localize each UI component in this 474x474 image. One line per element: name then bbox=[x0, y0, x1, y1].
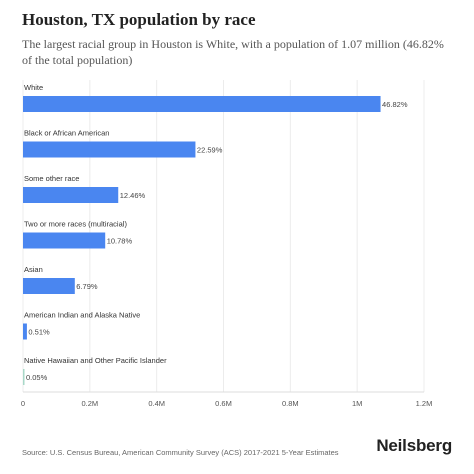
bar bbox=[23, 323, 27, 340]
category-label: Native Hawaiian and Other Pacific Island… bbox=[24, 356, 167, 365]
category-label: Black or African American bbox=[24, 129, 109, 138]
chart-title: Houston, TX population by race bbox=[22, 10, 256, 29]
data-label: 0.51% bbox=[28, 328, 50, 337]
chart-subtitle: The largest racial group in Houston is W… bbox=[22, 37, 444, 67]
data-label: 22.59% bbox=[197, 146, 223, 155]
brand-logo: Neilsberg bbox=[376, 436, 452, 455]
bar bbox=[23, 232, 106, 249]
bar bbox=[23, 141, 196, 158]
bar bbox=[23, 187, 119, 203]
category-label: Some other race bbox=[24, 174, 79, 183]
bar bbox=[23, 278, 75, 294]
data-label: 10.78% bbox=[107, 237, 133, 246]
x-tick-label: 0 bbox=[21, 399, 25, 408]
category-label: White bbox=[24, 83, 43, 92]
x-tick-label: 0.2M bbox=[81, 399, 98, 408]
category-label: Two or more races (multiracial) bbox=[24, 220, 127, 229]
data-label: 12.46% bbox=[120, 191, 146, 200]
x-tick-label: 1M bbox=[352, 399, 362, 408]
bar bbox=[23, 369, 25, 385]
x-tick-label: 0.4M bbox=[148, 399, 165, 408]
x-tick-label: 1.2M bbox=[416, 399, 433, 408]
source-note: Source: U.S. Census Bureau, American Com… bbox=[22, 448, 339, 457]
x-tick-label: 0.6M bbox=[215, 399, 232, 408]
data-label: 0.05% bbox=[26, 373, 48, 382]
bar bbox=[23, 96, 381, 112]
category-label: American Indian and Alaska Native bbox=[24, 311, 140, 320]
x-tick-label: 0.8M bbox=[282, 399, 299, 408]
data-label: 6.79% bbox=[76, 282, 98, 291]
category-label: Asian bbox=[24, 265, 43, 274]
data-label: 46.82% bbox=[382, 100, 408, 109]
